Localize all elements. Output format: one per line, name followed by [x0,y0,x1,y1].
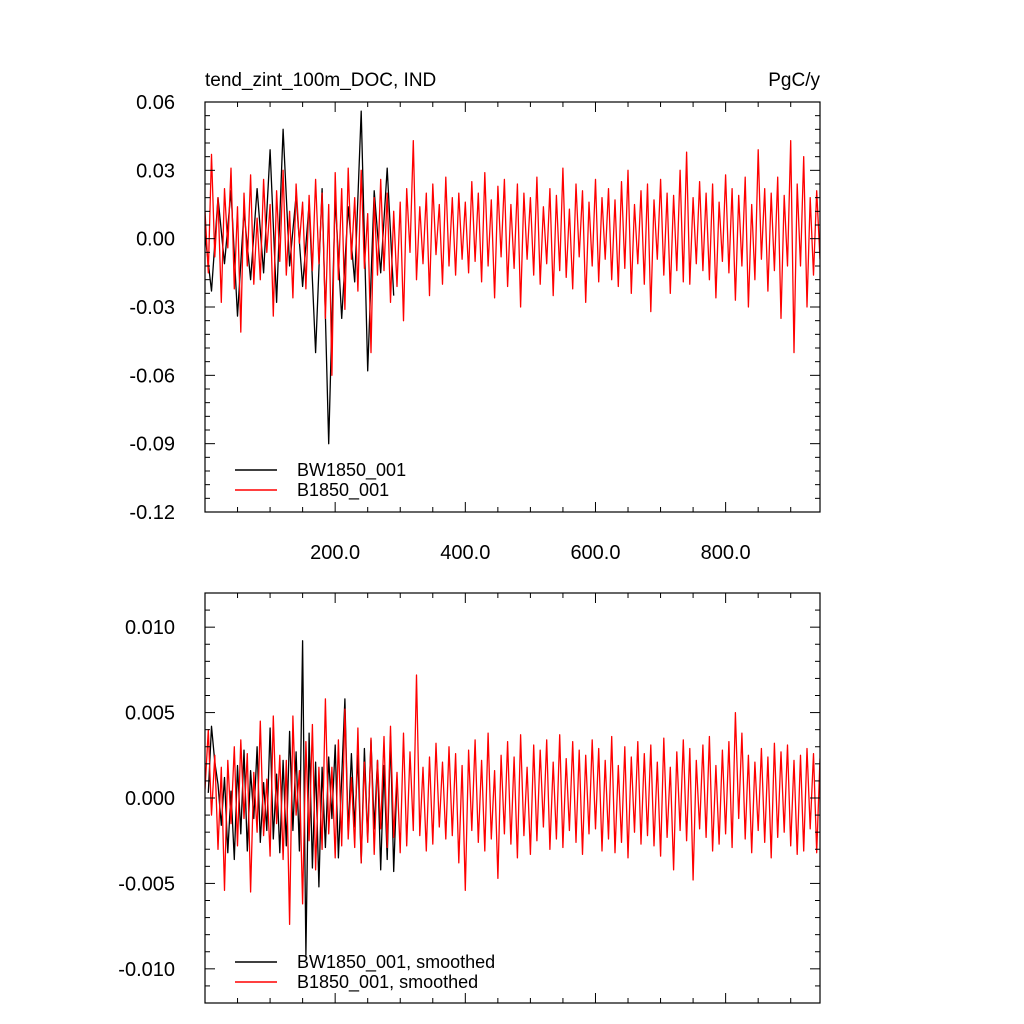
y-tick-label: 0.03 [136,160,175,182]
series-line-1 [205,140,820,376]
series-line-0 [205,110,395,445]
y-tick-label: -0.09 [129,434,175,456]
top-plot: 0.06 0.03 0.00 -0.03 -0.06 -0.09 -0.12 200.0 400… [129,92,821,564]
legend-label: BW1850_001 [297,460,406,481]
series-line-1 [205,674,820,926]
x-tick-label: 600.0 [570,542,620,564]
x-tick-label: 800.0 [701,542,751,564]
legend-label: B1850_001 [297,480,389,501]
plot-frame [204,101,821,513]
y-tick-label: -0.010 [118,959,175,981]
y-tick-label: 0.06 [136,92,175,114]
units-label: PgC/y [768,70,820,91]
y-tick-label: -0.005 [118,873,175,895]
y-tick-label: 0.005 [125,703,175,725]
x-tick-label: 200.0 [310,542,360,564]
y-tick-label: -0.03 [129,297,175,319]
y-tick-label: -0.06 [129,365,175,387]
y-tick-label: 0.000 [125,788,175,810]
chart-title: tend_zint_100m_DOC, IND [205,70,436,91]
y-tick-label: 0.010 [125,617,175,639]
y-tick-label: -0.12 [129,502,175,524]
legend-label: B1850_001, smoothed [297,972,478,993]
y-tick-label: 0.00 [136,229,175,251]
bottom-plot: 0.010 0.005 0.000 -0.005 -0.010 BW1850_001, s… [118,592,821,1004]
x-tick-label: 400.0 [440,542,490,564]
legend-label: BW1850_001, smoothed [297,952,495,973]
